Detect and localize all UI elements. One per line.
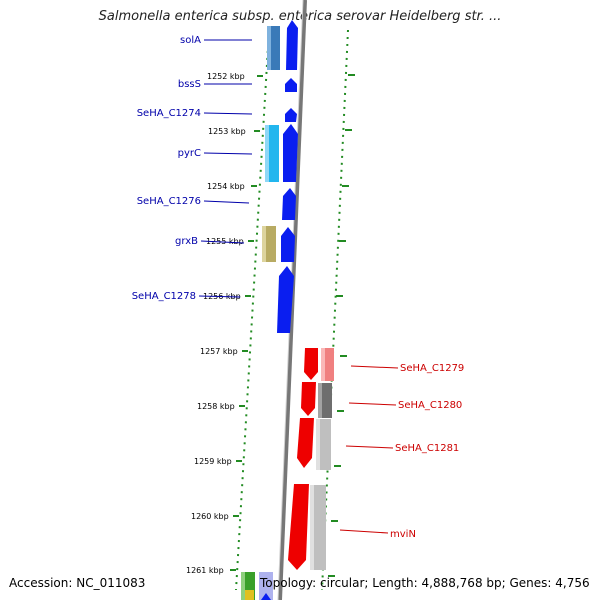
leader-line [348,402,397,406]
tick-label: 1261 kbp [186,566,224,575]
gene-label-SeHA_C1278[interactable]: SeHA_C1278 [132,291,196,302]
gene-label-SeHA_C1276[interactable]: SeHA_C1276 [137,196,201,207]
gene-bar-SeHA_C1281-shadow [316,419,320,470]
gene-arrow-partial-blue[interactable] [261,593,271,600]
gene-arrow-SeHA_C1276[interactable] [282,188,296,220]
gene-label-solA[interactable]: solA [180,35,201,46]
gene-bar-SeHA_C1279-shadow [321,348,325,381]
leader-line [203,200,250,204]
left-dotted-guide [235,29,270,591]
gene-label-grxB[interactable]: grxB [175,236,198,247]
gene-arrow-pyrC[interactable] [283,124,298,182]
map-title: Salmonella enterica subsp. enterica sero… [98,9,502,24]
gene-bar-partial-green-shadow [241,572,245,600]
gene-bar-SeHA_C1280-shadow [318,383,322,418]
leader-line [345,445,394,449]
gene-label-SeHA_C1281[interactable]: SeHA_C1281 [395,443,459,454]
tick-label: 1258 kbp [197,402,235,411]
leader-line [203,152,253,155]
gene-arrow-SeHA_C1281[interactable] [297,418,314,468]
gene-arrow-SeHA_C1279[interactable] [304,348,318,380]
leader-line [203,112,253,115]
gene-bar-pyrC-shadow [265,125,269,182]
gene-bar-solA-shadow [267,26,271,70]
gene-arrow-solA[interactable] [286,20,298,70]
right-tick-marks [328,74,355,577]
gene-label-pyrC[interactable]: pyrC [178,148,201,159]
topology-text: Topology: circular; Length: 4,888,768 bp… [260,576,590,590]
tick-guides [235,29,349,591]
tick-label: 1259 kbp [194,457,232,466]
gene-bar-partial-lavender[interactable] [259,572,273,600]
gene-bar-grxB-shadow [262,226,266,262]
leader-line [198,295,241,298]
leader-line [339,529,389,534]
right-genes [288,348,334,570]
tick-label: 1257 kbp [200,347,238,356]
bottom-partial-genes [241,572,273,600]
right-gene-labels: SeHA_C1279 SeHA_C1280 SeHA_C1281 mviN [339,363,464,540]
gene-arrow-SeHA_C1274[interactable] [285,108,297,122]
gene-arrow-bssS[interactable] [285,78,297,92]
leader-line [350,365,399,369]
gene-arrow-mviN[interactable] [288,484,309,570]
gene-arrow-SeHA_C1278[interactable] [277,266,294,333]
leader-line [200,240,245,244]
gene-label-SeHA_C1279[interactable]: SeHA_C1279 [400,363,464,374]
gene-bar-mviN-shadow [310,485,314,570]
gene-label-SeHA_C1280[interactable]: SeHA_C1280 [398,400,462,411]
left-gene-labels: solA bssS SeHA_C1274 pyrC SeHA_C1276 grx… [132,35,253,302]
tick-label: 1255 kbp [206,237,244,246]
tick-labels: 1252 kbp 1253 kbp 1254 kbp 1255 kbp 1256… [186,72,246,575]
gene-arrow-grxB[interactable] [281,227,295,262]
right-dotted-guide [321,29,349,591]
tick-label: 1253 kbp [208,127,246,136]
gene-label-mviN[interactable]: mviN [390,529,416,540]
gene-bar-partial-yellow[interactable] [245,590,254,600]
tick-label: 1254 kbp [207,182,245,191]
genome-backbone [278,0,307,600]
left-genes [262,20,298,333]
gene-label-bssS[interactable]: bssS [178,79,201,90]
accession-text: Accession: NC_011083 [9,576,146,590]
gene-label-SeHA_C1274[interactable]: SeHA_C1274 [137,108,201,119]
left-tick-marks [230,75,263,571]
tick-label: 1260 kbp [191,512,229,521]
gene-arrow-SeHA_C1280[interactable] [301,382,316,416]
tick-label: 1252 kbp [207,72,245,81]
